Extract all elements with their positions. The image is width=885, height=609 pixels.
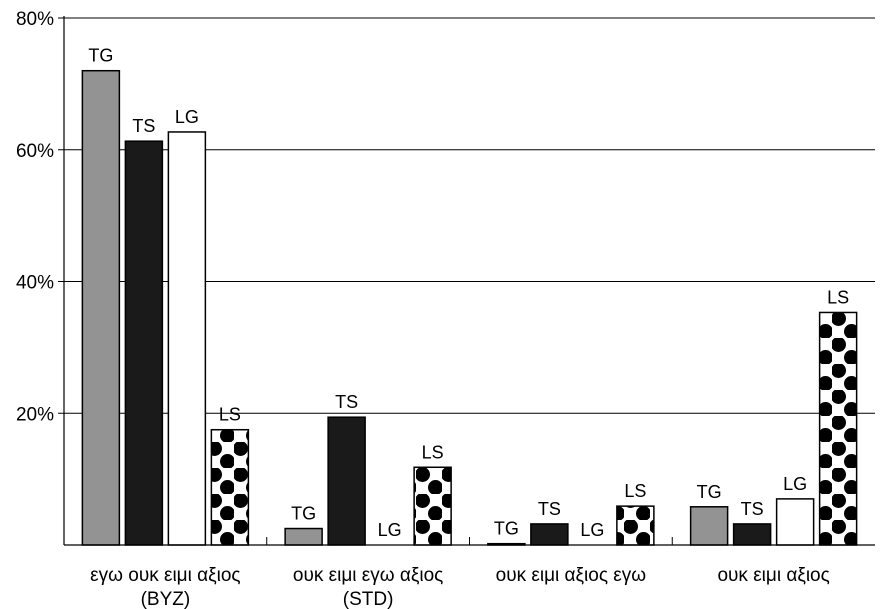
- x-category-label: ουκ ειμι αξιος εγω: [496, 565, 647, 586]
- bar-ls-3: [616, 505, 655, 546]
- bar-ls-2: [413, 466, 452, 546]
- bar-label-ts-1: TS: [132, 116, 155, 136]
- bar-lg-1: [167, 131, 207, 546]
- bar-ls-1: [210, 428, 250, 546]
- x-category-label: (BYZ): [141, 589, 191, 609]
- bar-lg-4: [775, 498, 815, 546]
- bar-tg-2: [284, 527, 323, 546]
- bar-label-ls-1: LS: [219, 405, 241, 425]
- x-category-label: ουκ ειμι αξιος: [717, 565, 829, 586]
- bar-ts-4: [732, 523, 772, 546]
- y-tick-label: 20%: [16, 404, 54, 425]
- y-tick-label: 80%: [16, 9, 54, 30]
- bar-ts-3: [530, 523, 569, 546]
- bar-tg-1: [81, 69, 121, 546]
- bar-label-lg-3: LG: [580, 520, 604, 540]
- y-tick-label: 40%: [16, 273, 54, 294]
- bar-ts-1: [124, 140, 164, 546]
- bar-label-tg-1: TG: [88, 46, 113, 66]
- bar-label-ls-4: LS: [827, 287, 849, 307]
- bar-label-lg-4: LG: [783, 474, 807, 494]
- x-category-label: εγω ουκ ειμι αξιος: [90, 565, 240, 586]
- bar-label-ls-2: LS: [422, 442, 444, 462]
- bar-label-tg-2: TG: [291, 504, 316, 524]
- bar-label-lg-2: LG: [378, 520, 402, 540]
- bar-label-ts-4: TS: [741, 499, 764, 519]
- x-category-label: (STD): [343, 589, 394, 609]
- bar-label-tg-3: TG: [494, 519, 519, 539]
- bar-label-ts-2: TS: [335, 392, 358, 412]
- bar-label-ls-3: LS: [624, 481, 646, 501]
- bar-label-lg-1: LG: [175, 107, 199, 127]
- y-tick-label: 60%: [16, 141, 54, 162]
- bar-ts-2: [327, 416, 366, 546]
- x-category-label: ουκ ειμι εγω αξιος: [293, 565, 443, 586]
- bar-tg-4: [689, 506, 729, 546]
- bar-ls-4: [818, 311, 858, 546]
- bar-label-ts-3: TS: [538, 499, 561, 519]
- bar-label-tg-4: TG: [697, 482, 722, 502]
